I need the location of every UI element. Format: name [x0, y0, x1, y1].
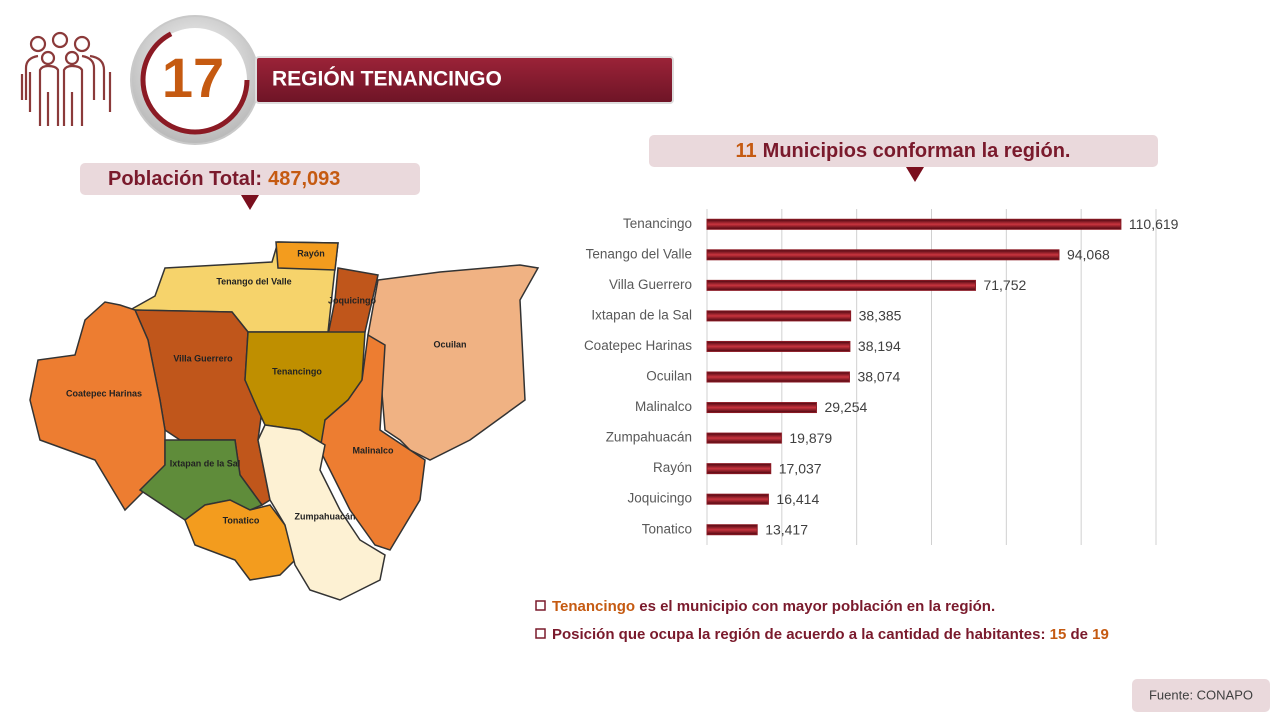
bar — [706, 249, 1060, 261]
title-banner — [255, 56, 674, 104]
category-label: Rayón — [653, 460, 692, 475]
value-label: 38,194 — [858, 338, 901, 354]
bar — [706, 310, 852, 322]
pointer — [906, 167, 924, 182]
category-label: Joquicingo — [627, 491, 692, 506]
region-shape — [29, 301, 166, 512]
bar — [706, 340, 851, 352]
value-label: 94,068 — [1067, 247, 1110, 263]
bar — [706, 218, 1122, 230]
category-label: Zumpahuacán — [606, 430, 692, 445]
note-highlight: 19 — [1092, 626, 1109, 643]
category-label: Ocuilan — [646, 369, 692, 384]
note-highlight: Tenancingo — [552, 598, 635, 615]
municipalities-text: 11 Municipios conforman la región. — [736, 140, 1071, 162]
population-label: Población Total: — [108, 168, 262, 190]
map-label: Ixtapan de la Sal — [170, 458, 241, 468]
pointer — [241, 195, 259, 210]
map-label: Rayón — [297, 248, 325, 258]
category-label: Coatepec Harinas — [584, 338, 692, 353]
value-label: 71,752 — [983, 277, 1026, 293]
value-label: 16,414 — [776, 491, 819, 507]
map — [29, 241, 540, 601]
note: Posición que ocupa la región de acuerdo … — [552, 626, 1109, 643]
bar — [706, 371, 850, 383]
value-label: 13,417 — [765, 521, 808, 537]
value-label: 17,037 — [779, 460, 822, 476]
notes: Tenancingo es el municipio con mayor pob… — [535, 598, 1109, 643]
value-label: 38,074 — [857, 369, 900, 385]
value-label: 38,385 — [859, 308, 902, 324]
map-labels: Rayón Tenango del Valle Joquicingo Ocuilan V… — [66, 248, 467, 525]
bar — [706, 402, 817, 414]
value-label: 110,619 — [1129, 216, 1179, 232]
municipalities-box — [649, 135, 1158, 167]
bullet — [535, 600, 546, 611]
value-label: 19,879 — [789, 430, 832, 446]
bar — [706, 463, 772, 475]
bar-chart: Tenancingo 110,619 Tenango del Valle 94,068… — [584, 209, 1179, 545]
region-shape — [367, 264, 540, 461]
map-label: Coatepec Harinas — [66, 388, 142, 398]
bar — [706, 432, 782, 444]
municipalities-caption: Municipios conforman la región. — [763, 140, 1071, 162]
map-label: Tenango del Valle — [216, 276, 291, 286]
category-label: Tonatico — [642, 521, 692, 536]
note: Tenancingo es el municipio con mayor pob… — [552, 598, 995, 615]
source-box — [1132, 679, 1270, 712]
map-label: Joquicingo — [328, 295, 376, 305]
badge-arc — [140, 25, 250, 135]
bar — [706, 493, 769, 505]
note-highlight: 15 — [1050, 626, 1067, 643]
region-shape — [257, 424, 386, 601]
bar — [706, 524, 758, 536]
map-label: Zumpahuacán — [294, 511, 355, 521]
region-title: REGIÓN TENANCINGO — [272, 67, 502, 91]
people-icon — [20, 31, 112, 126]
region-number: 17 — [162, 46, 224, 109]
population-text: Población Total: 487,093 — [108, 168, 340, 190]
map-label: Malinalco — [352, 445, 394, 455]
category-label: Malinalco — [635, 399, 692, 414]
region-shape — [275, 241, 339, 271]
category-label: Tenango del Valle — [586, 246, 692, 261]
category-label: Tenancingo — [623, 216, 692, 231]
map-label: Ocuilan — [433, 339, 466, 349]
map-label: Tonatico — [223, 515, 260, 525]
source: Fuente: CONAPO — [1149, 687, 1253, 702]
population-box — [80, 163, 420, 195]
map-label: Tenancingo — [272, 366, 322, 376]
note-text: Posición que ocupa la región de acuerdo … — [552, 626, 1050, 643]
category-label: Ixtapan de la Sal — [591, 307, 692, 322]
value-label: 29,254 — [824, 399, 867, 415]
municipalities-count: 11 — [736, 140, 757, 162]
note-text: es el municipio con mayor población en l… — [635, 598, 995, 615]
category-label: Villa Guerrero — [609, 277, 692, 292]
bullet — [535, 628, 546, 639]
map-label: Villa Guerrero — [173, 353, 233, 363]
bar — [706, 279, 976, 291]
note-text: de — [1066, 626, 1092, 643]
region-shape — [319, 333, 426, 551]
population-value: 487,093 — [268, 168, 340, 190]
